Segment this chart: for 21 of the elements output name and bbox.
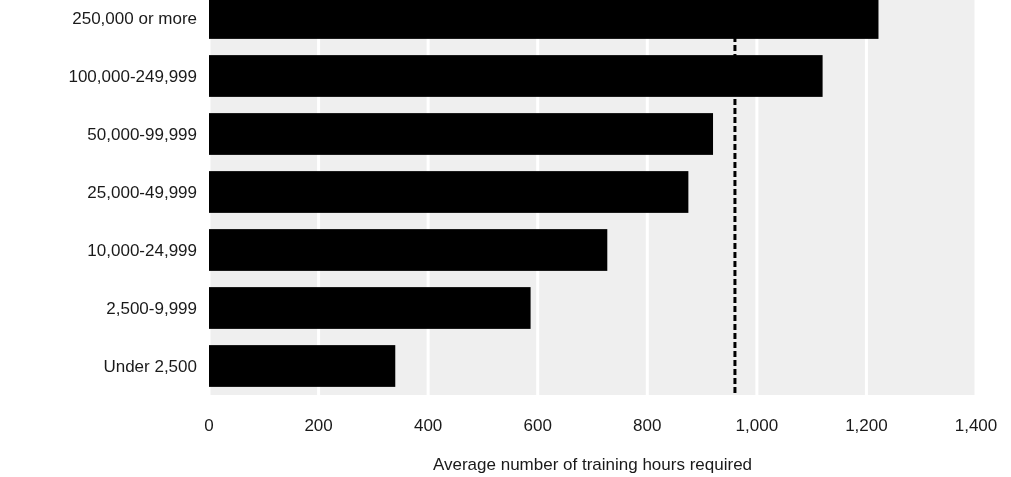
- y-tick-label: 25,000-49,999: [87, 182, 197, 202]
- x-tick-label: 200: [304, 416, 333, 435]
- y-tick-label: 2,500-9,999: [106, 298, 197, 318]
- y-tick-label: 100,000-249,999: [68, 66, 197, 86]
- x-axis-title: Average number of training hours required: [432, 455, 753, 474]
- x-tick-label: 0: [204, 416, 214, 435]
- y-tick-label: 10,000-24,999: [87, 240, 197, 260]
- x-tick-label: 400: [413, 416, 443, 435]
- x-tick-label: 1,000: [735, 416, 779, 435]
- bar: [209, 171, 689, 213]
- bar: [209, 287, 531, 329]
- bar: [209, 345, 396, 387]
- x-tick-label: 1,400: [954, 416, 998, 435]
- x-tick-label: 800: [633, 416, 662, 435]
- x-tick-label: 600: [523, 416, 552, 435]
- y-tick-label: Under 2,500: [103, 356, 197, 376]
- x-tick-label: 1,200: [845, 416, 888, 435]
- bar: [209, 113, 714, 155]
- y-tick-label: 250,000 or more: [72, 8, 197, 28]
- bar: [209, 229, 608, 271]
- y-tick-label: 50,000-99,999: [87, 124, 197, 144]
